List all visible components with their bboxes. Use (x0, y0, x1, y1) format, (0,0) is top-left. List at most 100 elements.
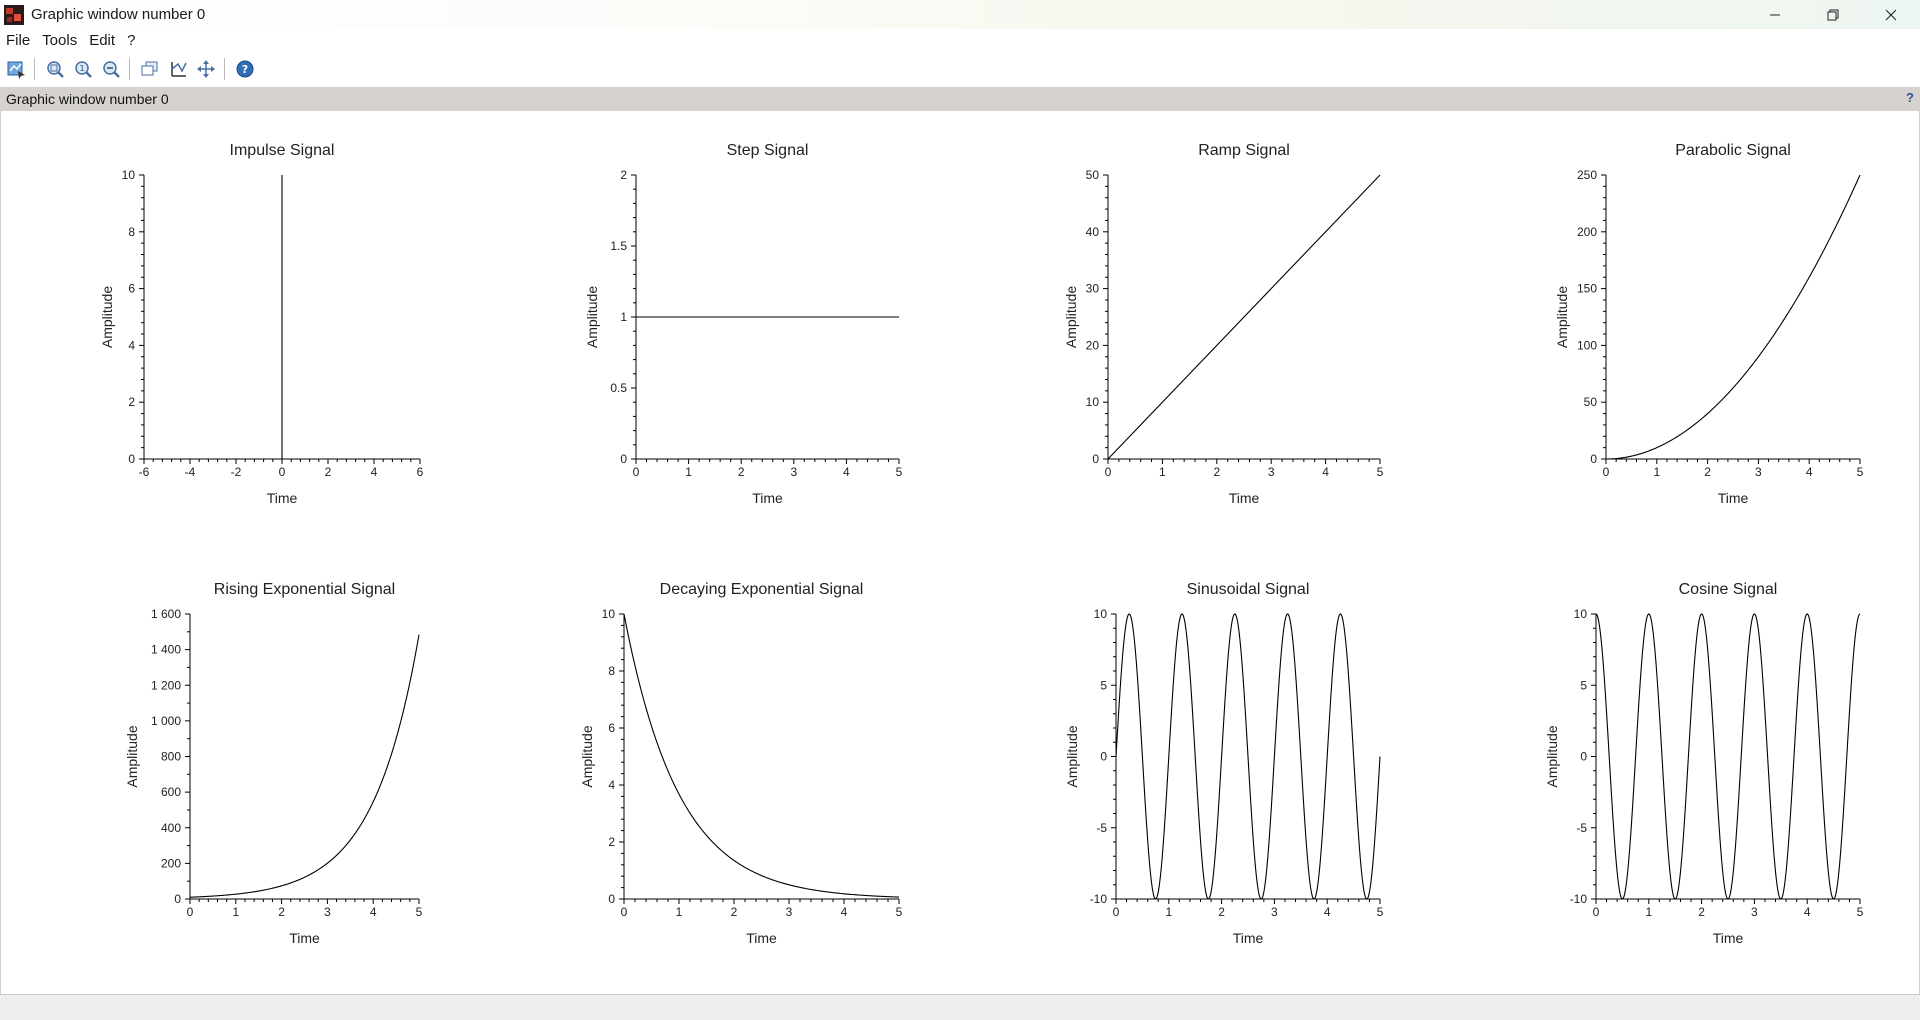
x-tick-label: 1 (1645, 905, 1652, 919)
x-tick-label: 0 (633, 465, 640, 479)
window-controls (1746, 0, 1920, 29)
y-tick-label: 1 200 (151, 678, 181, 692)
toolbar-separator (224, 58, 225, 80)
x-tick-label: 3 (786, 905, 793, 919)
figure-info-bar: Graphic window number 0 ? (0, 87, 1920, 111)
x-axis-label: Time (1233, 930, 1264, 946)
restore-button[interactable] (1804, 0, 1862, 29)
y-tick-label: -10 (1570, 892, 1588, 906)
y-tick-label: 0 (1100, 750, 1107, 764)
chart-title: Parabolic Signal (1675, 142, 1791, 159)
x-tick-label: 5 (416, 905, 423, 919)
y-tick-label: 0 (128, 452, 135, 466)
x-tick-label: 1 (1653, 465, 1660, 479)
x-tick-label: 3 (324, 905, 331, 919)
minimize-button[interactable] (1746, 0, 1804, 29)
zoom-original-icon: 1 (74, 61, 92, 78)
y-axis-label: Amplitude (1554, 286, 1570, 348)
x-tick-label: 0 (1593, 905, 1600, 919)
x-tick-label: 4 (1806, 465, 1813, 479)
zoom-out-button[interactable] (98, 56, 123, 82)
chart-title: Ramp Signal (1198, 142, 1290, 159)
y-tick-label: 1.5 (610, 239, 627, 253)
y-tick-label: 0 (1092, 452, 1099, 466)
y-tick-label: 1 000 (151, 714, 181, 728)
help-button[interactable]: ? (232, 56, 257, 82)
y-tick-label: 10 (122, 168, 136, 182)
y-tick-label: -10 (1090, 892, 1108, 906)
pan-button[interactable] (193, 56, 218, 82)
close-button[interactable] (1862, 0, 1920, 29)
chart-7: 0 1 2 3 4 5 -10 -5 0 5 10 Sinusoidal Signal Time Ampl… (1064, 581, 1384, 946)
y-tick-label: 6 (608, 721, 615, 735)
y-tick-label: -5 (1096, 821, 1107, 835)
chart-title: Sinusoidal Signal (1187, 581, 1310, 598)
series-line-decaying-exp (623, 613, 900, 898)
x-axis-label: Time (752, 490, 783, 506)
y-axis-label: Amplitude (1544, 725, 1560, 787)
y-axis-label: Amplitude (124, 725, 140, 787)
menu-help[interactable]: ? (127, 32, 136, 49)
axes-editor-button[interactable] (165, 56, 190, 82)
x-tick-label: 3 (1271, 905, 1278, 919)
zoom-out-icon (102, 61, 120, 78)
y-tick-label: 200 (161, 856, 181, 870)
x-tick-label: -2 (231, 465, 242, 479)
y-axis-label: Amplitude (1064, 725, 1080, 787)
x-tick-label: 3 (1751, 905, 1758, 919)
close-icon (1885, 9, 1897, 20)
axes-editor-icon (170, 62, 187, 77)
chart-title: Rising Exponential Signal (214, 581, 395, 598)
menu-bar: File Tools Edit ? (0, 29, 1920, 52)
y-tick-label: 2 (608, 835, 615, 849)
zoom-box-button[interactable] (42, 56, 67, 82)
info-help-icon[interactable]: ? (1906, 90, 1914, 105)
x-axis-label: Time (1713, 930, 1744, 946)
chart-5: 0 1 2 3 4 5 0 200 400 600 800 1 000 1 200 1 400 1 600 R… (124, 581, 423, 946)
menu-file[interactable]: File (6, 32, 31, 49)
toolbar: 1 (0, 52, 1920, 86)
y-axis-label: Amplitude (99, 286, 115, 348)
x-tick-label: 5 (1857, 465, 1864, 479)
svg-text:1: 1 (79, 64, 84, 73)
menu-edit[interactable]: Edit (89, 32, 116, 49)
y-tick-label: 2 (620, 168, 627, 182)
x-tick-label: 1 (685, 465, 692, 479)
y-tick-label: 100 (1577, 338, 1597, 352)
svg-text:?: ? (241, 63, 247, 76)
x-tick-label: 4 (371, 465, 378, 479)
x-tick-label: -6 (139, 465, 150, 479)
pan-icon (196, 60, 215, 78)
chart-1: -6 -4 -2 0 2 4 6 0 2 4 6 8 10 Impulse Signal Time Ampli… (99, 142, 424, 506)
x-tick-label: 4 (1804, 905, 1811, 919)
y-tick-label: 5 (1100, 678, 1107, 692)
x-tick-label: 2 (1698, 905, 1705, 919)
y-tick-label: -5 (1576, 821, 1587, 835)
y-tick-label: 0 (1590, 452, 1597, 466)
x-tick-label: 4 (1322, 465, 1329, 479)
y-tick-label: 0 (1580, 750, 1587, 764)
x-tick-label: 1 (1165, 905, 1172, 919)
x-axis-label: Time (746, 930, 777, 946)
x-tick-label: 1 (232, 905, 239, 919)
x-tick-label: 0 (279, 465, 286, 479)
menu-tools[interactable]: Tools (42, 32, 78, 49)
x-tick-label: 2 (278, 905, 285, 919)
y-axis-label: Amplitude (1063, 286, 1079, 348)
y-tick-label: 40 (1086, 225, 1100, 239)
rotate-3d-button[interactable] (137, 56, 162, 82)
y-tick-label: 250 (1577, 168, 1597, 182)
chart-title: Decaying Exponential Signal (660, 581, 864, 598)
graphic-canvas[interactable]: -6 -4 -2 0 2 4 6 0 2 4 6 8 10 Impulse Signal Time Ampli… (0, 111, 1920, 994)
x-tick-label: 2 (1218, 905, 1225, 919)
zoom-original-button[interactable]: 1 (70, 56, 95, 82)
x-tick-label: 4 (1324, 905, 1331, 919)
y-tick-label: 0.5 (610, 381, 627, 395)
y-tick-label: 1 600 (151, 607, 181, 621)
datatip-button[interactable] (3, 56, 28, 82)
y-tick-label: 30 (1086, 282, 1100, 296)
x-axis-label: Time (289, 930, 320, 946)
series-line-sine (1115, 613, 1381, 900)
restore-icon (1827, 9, 1839, 20)
zoom-box-icon (46, 61, 64, 78)
